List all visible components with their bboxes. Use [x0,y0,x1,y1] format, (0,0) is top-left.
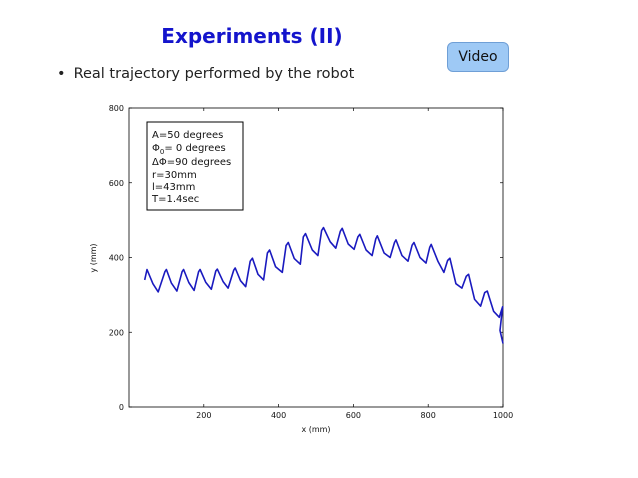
bullet-item: • Real trajectory performed by the robot [57,66,354,82]
x-tick-label: 200 [196,411,211,420]
video-button[interactable]: Video [447,42,509,72]
annotation-l: l=43mm [152,182,195,193]
x-axis-label: x (mm) [301,425,330,434]
annotation-phi0: Φ0= 0 degrees [152,143,226,156]
annotation-r: r=30mm [152,170,197,181]
y-tick-label: 800 [109,104,124,113]
y-axis-label: y (mm) [89,243,98,272]
y-tick-label: 0 [119,403,124,412]
bullet-text: Real trajectory performed by the robot [73,66,355,82]
bullet-dot-icon: • [57,66,66,82]
annotation-box: A=50 degrees Φ0= 0 degrees ΔΦ=90 degrees… [146,121,244,211]
y-tick-label: 200 [109,328,124,337]
annotation-amplitude: A=50 degrees [152,130,223,141]
x-tick-label: 1000 [493,411,513,420]
series-group [143,226,504,344]
x-tick-label: 600 [346,411,361,420]
trajectory-line [143,226,504,344]
axis-ticks: 200 400 600 800 1000 0 200 400 600 800 [109,104,513,420]
x-tick-label: 800 [421,411,436,420]
slide-title: Experiments (II) [161,24,343,48]
annotation-period: T=1.4sec [151,194,199,205]
x-tick-label: 400 [271,411,286,420]
annotation-delta-phi: ΔΦ=90 degrees [152,157,231,168]
y-tick-label: 400 [109,254,124,263]
y-tick-label: 600 [109,179,124,188]
